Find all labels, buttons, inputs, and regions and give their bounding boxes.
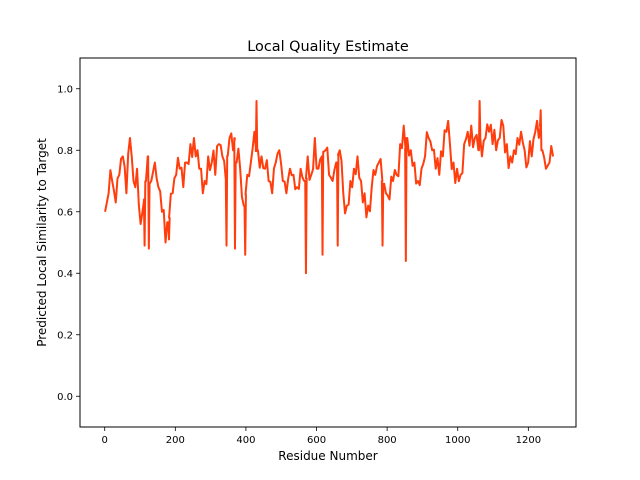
y-tick-label: 0.8 <box>57 146 73 157</box>
series-line <box>104 100 555 275</box>
y-tick-label: 1.0 <box>57 84 73 95</box>
y-tick-label: 0.4 <box>57 269 73 280</box>
x-tick-label: 800 <box>378 435 397 446</box>
y-tick-label: 0.2 <box>57 330 73 341</box>
x-tick-label: 400 <box>236 435 255 446</box>
plot-area <box>79 57 577 428</box>
y-axis-ticks: 0.0 0.2 0.4 0.6 0.8 1.0 <box>57 84 80 403</box>
x-tick-label: 200 <box>166 435 185 446</box>
axes-frame <box>79 57 577 428</box>
chart-title: Local Quality Estimate <box>247 39 409 55</box>
x-tick-label: 1000 <box>445 435 470 446</box>
y-axis-label: Predicted Local Similarity to Target <box>35 138 49 347</box>
x-tick-label: 1200 <box>516 435 541 446</box>
y-tick-label: 0.6 <box>57 207 73 218</box>
x-axis-ticks: 0 200 400 600 800 1000 1200 <box>102 427 541 446</box>
x-tick-label: 600 <box>307 435 326 446</box>
x-tick-label: 0 <box>102 435 108 446</box>
y-tick-label: 0.0 <box>57 392 73 403</box>
x-axis-label: Residue Number <box>278 449 377 463</box>
